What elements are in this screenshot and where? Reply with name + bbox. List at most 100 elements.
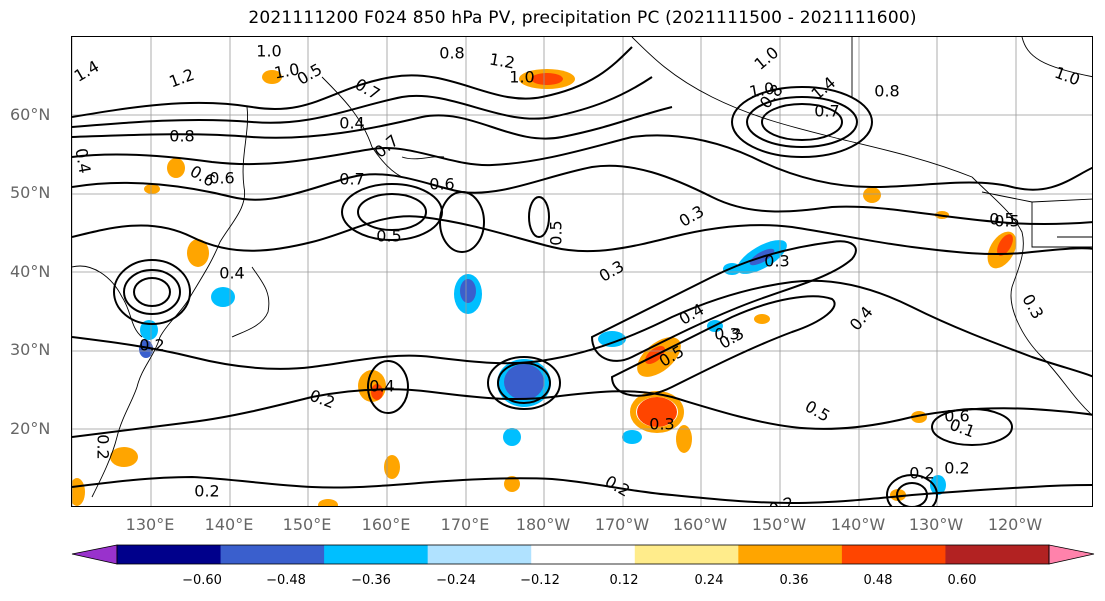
contour-label: 0.8 (874, 82, 899, 101)
precip-blob (531, 73, 563, 85)
pv-contour (367, 360, 409, 414)
precip-blob (503, 428, 521, 446)
precip-blob (676, 425, 692, 453)
colorbar-tick-label: 0.24 (694, 573, 724, 588)
pv-contour (487, 356, 561, 410)
coastline (159, 106, 248, 338)
pv-contour (113, 259, 191, 325)
colorbar-tick-label: 0.36 (779, 573, 809, 588)
lon-label-140e: 140°E (204, 515, 254, 534)
contour-label: 1.0 (1052, 63, 1082, 90)
precip-blob (139, 340, 153, 358)
pv-contour (72, 46, 633, 118)
contour-label: 0.4 (72, 147, 95, 175)
pv-contour (357, 193, 427, 231)
contour-label: 0.7 (371, 131, 403, 162)
precip-blob (930, 475, 946, 495)
colorbar-tick-label: 0.48 (863, 573, 893, 588)
contour-label: 0.8 (169, 127, 194, 146)
contour-label: 0.2 (766, 493, 796, 507)
precip-blob (262, 70, 282, 84)
contour-label: 0.3 (1018, 291, 1047, 323)
lon-label-120w: 120°W (987, 515, 1043, 534)
precip-blob (637, 397, 677, 427)
pv-contour (72, 134, 1092, 191)
coastline (72, 265, 143, 338)
contour-label: 0.3 (596, 257, 628, 286)
pv-contour (123, 269, 181, 315)
pv-contour (133, 277, 171, 307)
contour-label: 1.0 (751, 43, 783, 74)
contour-label: 0.6 (209, 169, 234, 188)
contour-label: 0.4 (369, 377, 394, 396)
contour-label: 1.2 (166, 65, 196, 92)
precip-blob (598, 331, 626, 347)
precip-blob (110, 447, 138, 467)
contour-label: 0.1 (947, 415, 977, 442)
precip-blob (72, 478, 85, 506)
contour-label: 1.0 (509, 68, 534, 87)
colorbar-outline (116, 544, 1050, 565)
pv-contour (761, 103, 843, 141)
colorbar-tick-label: −0.36 (351, 573, 391, 588)
colorbar-tick-label: −0.48 (266, 573, 306, 588)
contour-label: 0.5 (802, 397, 834, 426)
lon-label-180w: 180°W (515, 515, 571, 534)
lon-label-170w: 170°W (594, 515, 650, 534)
precip-blob (211, 287, 235, 307)
lon-label-130e: 130°E (125, 515, 175, 534)
colorbar-segment (841, 545, 946, 564)
contour-label: 0.7 (814, 102, 839, 121)
contour-label: 1.4 (72, 57, 102, 86)
precip-blob (371, 384, 383, 400)
precip-blob (997, 234, 1013, 256)
lat-label-50n: 50°N (10, 183, 51, 202)
contour-label: 0.4 (846, 303, 877, 335)
precip-blob (384, 455, 400, 479)
map-area: 1.4 1.0 0.8 1.2 1.0 0.5 0.7 1.2 1.0 0.8 1.0 1.0 1.4 0… (71, 36, 1093, 507)
lat-label-40n: 40°N (10, 262, 51, 281)
colorbar-segment (324, 545, 429, 564)
colorbar-segment (634, 545, 739, 564)
colorbar-tick-label: 0.12 (609, 573, 639, 588)
colorbar (71, 544, 1095, 565)
contour-label: 0.8 (439, 44, 464, 63)
pv-contour (886, 474, 938, 506)
contour-label: 0.3 (764, 252, 789, 271)
pv-contours (72, 46, 1092, 506)
contour-label: 1.0 (748, 78, 776, 101)
precip-blob (863, 187, 881, 203)
contour-label: 0.6 (429, 175, 454, 194)
contour-label: 0.5 (376, 227, 401, 246)
coastline (1031, 202, 1092, 248)
lon-label-170e: 170°E (440, 515, 490, 534)
precip-blob (140, 320, 158, 340)
precip-blob (144, 184, 160, 194)
contour-label: 1.0 (273, 59, 301, 82)
lat-label-60n: 60°N (10, 105, 51, 124)
contour-label: 0.2 (194, 482, 219, 501)
colorbar-segment (117, 545, 222, 564)
contour-label: 0.5 (994, 212, 1019, 231)
contour-label: 0.2 (94, 434, 113, 459)
lon-label-140w: 140°W (830, 515, 886, 534)
pv-contour (72, 388, 1092, 438)
colorbar-segment (738, 545, 843, 564)
graticule (72, 37, 1092, 506)
precip-blob (318, 499, 338, 506)
contour-label: 0.4 (219, 264, 244, 283)
colorbar-extend-max (1048, 544, 1095, 565)
contour-label: 0.3 (649, 415, 674, 434)
contour-label: 1.4 (808, 73, 840, 104)
map-title: 2021111200 F024 850 hPa PV, precipitatio… (248, 8, 917, 28)
colorbar-tick-label: −0.60 (182, 573, 222, 588)
coastline (971, 176, 1092, 416)
contour-label: 0.5 (989, 210, 1014, 229)
pv-contour (731, 86, 873, 158)
contour-label: 1.0 (256, 42, 281, 61)
lon-label-150e: 150°E (282, 515, 332, 534)
pv-contour (590, 240, 857, 362)
precip-blob (504, 476, 520, 492)
colorbar-segment (945, 545, 1050, 564)
pv-contour (497, 362, 551, 404)
